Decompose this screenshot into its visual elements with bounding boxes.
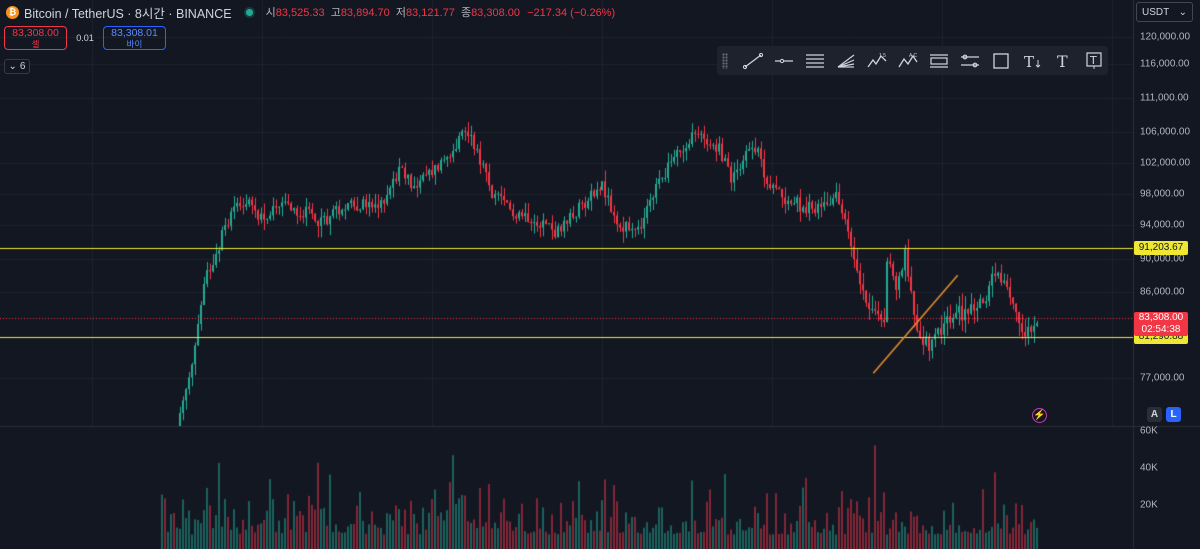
text-icon[interactable]: T <box>1049 49 1076 73</box>
close-label: 종 <box>460 7 472 19</box>
fib-fan-icon[interactable] <box>832 49 859 73</box>
lightning-icon[interactable]: ⚡ <box>1032 408 1047 423</box>
parallel-channel-icon[interactable] <box>801 49 828 73</box>
spread-value: 0.01 <box>76 33 94 43</box>
high-value: 83,894.70 <box>340 7 390 19</box>
buy-button[interactable]: 83,308.01 바이 <box>103 26 166 50</box>
volume-tick-label: 40K <box>1140 462 1158 474</box>
scale-buttons: A L <box>1147 407 1181 422</box>
svg-text:1 5: 1 5 <box>879 53 886 59</box>
currency-value: USDT <box>1142 6 1170 18</box>
currency-select[interactable]: USDT ⌄ <box>1136 2 1193 22</box>
last-price-value: 83,308.00 <box>1138 311 1184 323</box>
chevron-down-icon: ⌄ <box>1178 6 1187 18</box>
horizontal-ray-icon[interactable] <box>770 49 797 73</box>
close-value: 83,308.00 <box>471 7 520 19</box>
high-label: 고 <box>330 7 341 19</box>
sell-button[interactable]: 83,308.00 셀 <box>4 26 67 50</box>
volume-tick-label: 20K <box>1140 499 1158 511</box>
svg-text:A C: A C <box>909 53 917 59</box>
volume-tick-label: 60K <box>1140 425 1158 437</box>
change-value: −217.34 (−0.26%) <box>527 7 616 19</box>
elliott-wave-icon[interactable]: 1 5 <box>863 49 890 73</box>
bar-countdown: 02:54:38 <box>1141 323 1181 335</box>
price-tick-label: 120,000.00 <box>1140 31 1191 43</box>
indicator-count: 6 <box>19 61 26 72</box>
market-open-status-icon <box>245 8 253 16</box>
log-scale-button[interactable]: L <box>1166 407 1181 422</box>
text-box-icon[interactable]: T <box>1080 49 1107 73</box>
sell-price: 83,308.00 <box>12 27 59 39</box>
trend-line-icon[interactable] <box>739 49 766 73</box>
sell-label: 셀 <box>31 39 40 49</box>
open-label: 시 <box>265 7 276 19</box>
svg-text:T: T <box>1089 54 1097 67</box>
buy-price: 83,308.01 <box>111 27 158 39</box>
price-tick-label: 106,000.00 <box>1140 126 1191 138</box>
price-tick-label: 94,000.00 <box>1140 219 1185 231</box>
trade-panel: 83,308.00 셀 0.01 83,308.01 바이 <box>4 26 166 50</box>
rectangle-icon[interactable] <box>987 49 1014 73</box>
price-tick-label: 90,000.00 <box>1140 253 1185 264</box>
price-tick-label: 98,000.00 <box>1140 188 1185 200</box>
ohlc-values: 시83,525.33 고83,894.70 저83,121.77 종83,308… <box>263 4 616 20</box>
open-value: 83,525.33 <box>275 7 325 19</box>
svg-text:T: T <box>1024 53 1034 70</box>
abcd-pattern-icon[interactable]: A C <box>894 49 921 73</box>
date-range-icon[interactable] <box>925 49 952 73</box>
text-size-icon[interactable]: T <box>1018 49 1045 73</box>
chevron-down-icon: ⌄ <box>8 61 17 72</box>
last-price-badge: 83,308.00 02:54:38 <box>1134 311 1188 336</box>
indicators-toggle-button[interactable]: ⌄ 6 <box>4 59 30 74</box>
low-value: 83,121.77 <box>405 7 455 19</box>
price-tick-label: 102,000.00 <box>1140 157 1191 169</box>
price-tick-label: 86,000.00 <box>1140 286 1185 298</box>
drawing-toolbar: 1 5 A C T T T <box>717 46 1108 75</box>
buy-label: 바이 <box>126 39 143 49</box>
bitcoin-logo-icon: ₿ <box>6 5 19 19</box>
symbol-title[interactable]: Bitcoin / TetherUS · 8시간 · BINANCE <box>24 6 232 21</box>
level-high-badge: 91,203.67 <box>1134 241 1188 256</box>
auto-scale-button[interactable]: A <box>1147 407 1162 422</box>
svg-text:T: T <box>1057 52 1068 70</box>
price-range-icon[interactable] <box>956 49 983 73</box>
symbol-header[interactable]: ₿ Bitcoin / TetherUS · 8시간 · BINANCE 시83… <box>6 4 616 21</box>
price-tick-label: 111,000.00 <box>1140 92 1189 104</box>
low-label: 저 <box>395 7 406 19</box>
price-tick-label: 116,000.00 <box>1140 58 1190 70</box>
drag-handle-icon[interactable] <box>722 53 728 69</box>
price-tick-label: 77,000.00 <box>1140 372 1185 384</box>
